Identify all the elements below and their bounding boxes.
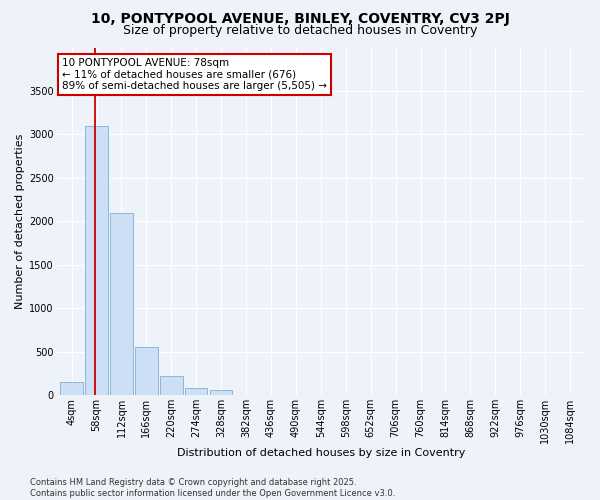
Bar [185, 388, 208, 396]
Text: Size of property relative to detached houses in Coventry: Size of property relative to detached ho… [123, 24, 477, 37]
Text: 10 PONTYPOOL AVENUE: 78sqm
← 11% of detached houses are smaller (676)
89% of sem: 10 PONTYPOOL AVENUE: 78sqm ← 11% of deta… [62, 58, 327, 91]
Text: 10, PONTYPOOL AVENUE, BINLEY, COVENTRY, CV3 2PJ: 10, PONTYPOOL AVENUE, BINLEY, COVENTRY, … [91, 12, 509, 26]
Y-axis label: Number of detached properties: Number of detached properties [15, 134, 25, 309]
X-axis label: Distribution of detached houses by size in Coventry: Distribution of detached houses by size … [176, 448, 465, 458]
Bar [210, 390, 232, 396]
Bar [85, 126, 108, 396]
Bar [61, 382, 83, 396]
Bar [135, 346, 158, 396]
Bar [160, 376, 182, 396]
Bar [110, 212, 133, 396]
Text: Contains HM Land Registry data © Crown copyright and database right 2025.
Contai: Contains HM Land Registry data © Crown c… [30, 478, 395, 498]
